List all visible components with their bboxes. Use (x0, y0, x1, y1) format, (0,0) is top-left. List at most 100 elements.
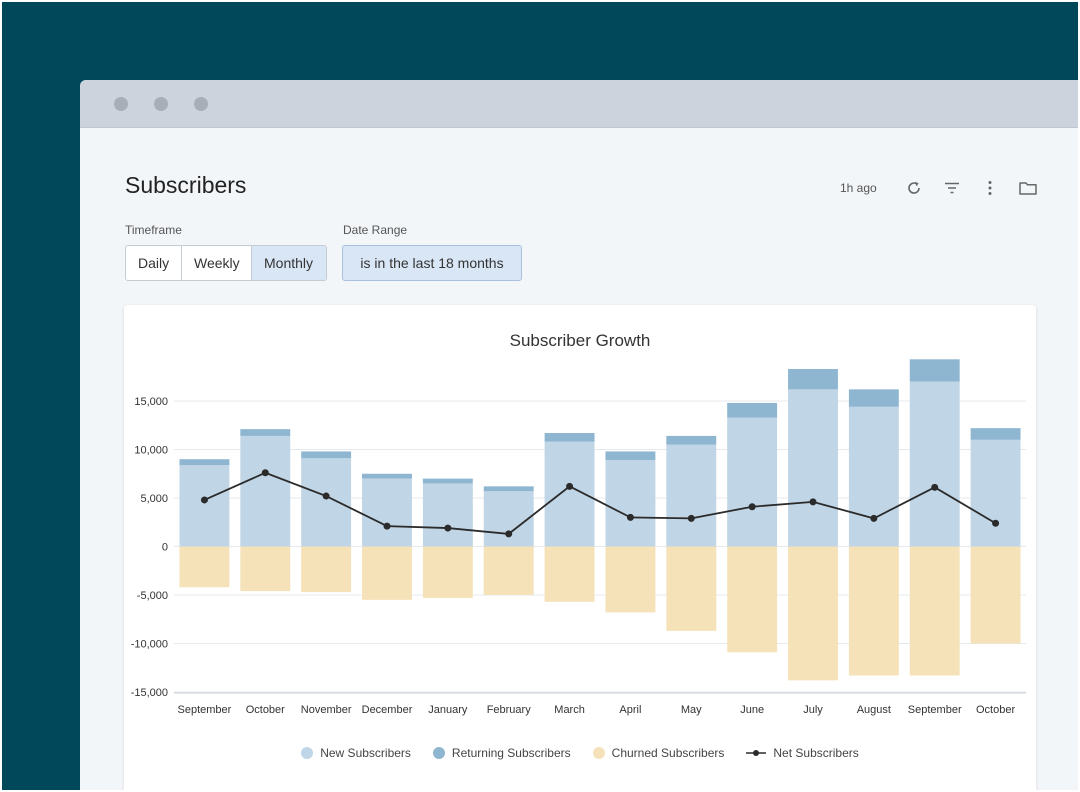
filter-icon[interactable] (941, 178, 963, 198)
bar-churned-subscribers (240, 546, 291, 592)
bar-new-subscribers (848, 406, 899, 547)
legend-item-net[interactable]: Net Subscribers (746, 746, 859, 760)
bar-returning-subscribers (848, 389, 899, 407)
chart-legend: New Subscribers Returning Subscribers Ch… (124, 746, 1036, 760)
bar-returning-subscribers (970, 428, 1021, 440)
net-subscribers-point (931, 483, 939, 491)
x-tick-label: December (362, 704, 413, 716)
net-subscribers-point (809, 498, 817, 506)
refresh-icon[interactable] (903, 178, 925, 198)
net-subscribers-line (204, 471, 997, 535)
bar-churned-subscribers (727, 546, 778, 653)
bar-new-subscribers (362, 478, 412, 547)
bar-churned-subscribers (788, 546, 838, 681)
bar-churned-subscribers (483, 546, 534, 595)
x-tick-label: February (487, 704, 532, 716)
bar-returning-subscribers (483, 486, 534, 492)
bar-churned-subscribers (605, 546, 656, 613)
y-tick-label: -10,000 (131, 639, 168, 651)
legend-swatch-returning (432, 747, 445, 759)
timeframe-segmented-control: Daily Weekly Monthly (125, 245, 327, 281)
bar-returning-subscribers (666, 435, 717, 445)
legend-swatch-net (746, 750, 767, 756)
x-tick-label: September (908, 704, 962, 716)
bar-new-subscribers (727, 417, 778, 547)
bar-churned-subscribers (544, 546, 595, 602)
bar-returning-subscribers (605, 451, 656, 461)
net-subscribers-point (992, 519, 1000, 527)
window-minimize-dot[interactable] (154, 97, 168, 111)
date-range-label: Date Range (343, 223, 408, 237)
x-tick-label: September (178, 704, 232, 716)
bar-new-subscribers (970, 439, 1021, 547)
last-updated-text: 1h ago (840, 181, 877, 195)
y-tick-label: 0 (162, 542, 168, 554)
net-subscribers-point (748, 503, 756, 511)
x-tick-label: April (619, 704, 641, 716)
bar-new-subscribers (179, 465, 230, 547)
net-subscribers-point (322, 492, 330, 500)
net-subscribers-point (687, 514, 695, 522)
timeframe-weekly-button[interactable]: Weekly (182, 246, 252, 280)
timeframe-label: Timeframe (125, 223, 182, 237)
net-subscribers-point (505, 530, 513, 538)
legend-item-new[interactable]: New Subscribers (301, 746, 411, 760)
chart-title: Subscriber Growth (509, 331, 651, 350)
y-tick-label: 15,000 (134, 396, 168, 408)
net-subscribers-point (626, 513, 634, 521)
bar-churned-subscribers (179, 546, 230, 588)
page-title: Subscribers (125, 172, 247, 198)
y-tick-label: 10,000 (134, 445, 168, 457)
x-tick-label: October (976, 704, 1015, 716)
x-tick-label: January (428, 704, 468, 716)
chart-card: 15,000 10,000 5,000 0 -5,000 -10,000 -15,000 Se… (124, 305, 1036, 790)
timeframe-monthly-button[interactable]: Monthly (252, 246, 326, 280)
legend-label-new: New Subscribers (320, 746, 411, 760)
net-subscribers-point (566, 482, 574, 490)
net-subscribers-point (444, 524, 452, 532)
timeframe-daily-button[interactable]: Daily (126, 246, 182, 280)
y-tick-label: -5,000 (137, 590, 168, 602)
bar-new-subscribers (605, 460, 656, 547)
bar-returning-subscribers (301, 451, 352, 459)
bar-returning-subscribers (179, 459, 230, 466)
bar-returning-subscribers (788, 368, 838, 390)
window-titlebar (80, 80, 1078, 128)
net-subscribers-point (870, 514, 878, 522)
window-zoom-dot[interactable] (194, 97, 208, 111)
bar-new-subscribers (544, 441, 595, 547)
bar-returning-subscribers (240, 429, 291, 436)
legend-item-returning[interactable]: Returning Subscribers (432, 746, 571, 760)
bar-returning-subscribers (362, 473, 412, 479)
y-tick-label: 5,000 (140, 493, 168, 505)
bar-new-subscribers (666, 444, 717, 547)
toolbar: 1h ago (840, 178, 1039, 198)
bar-new-subscribers (240, 435, 291, 547)
subscriber-growth-chart: 15,000 10,000 5,000 0 -5,000 -10,000 -15,000 Se… (131, 359, 1026, 716)
x-tick-label: May (681, 704, 702, 716)
bar-new-subscribers (422, 483, 473, 547)
bar-churned-subscribers (301, 546, 352, 593)
legend-label-returning: Returning Subscribers (451, 746, 571, 760)
net-subscribers-point (261, 469, 269, 477)
x-tick-label: August (857, 704, 891, 716)
app-window: Subscribers 1h ago Timeframe Daily Weekl… (80, 80, 1078, 790)
bar-churned-subscribers (848, 546, 899, 676)
legend-label-churned: Churned Subscribers (611, 746, 725, 760)
legend-item-churned[interactable]: Churned Subscribers (592, 746, 725, 760)
bar-churned-subscribers (422, 546, 473, 598)
date-range-button[interactable]: is in the last 18 months (342, 245, 522, 281)
legend-label-net: Net Subscribers (773, 746, 859, 760)
x-tick-label: July (803, 704, 823, 716)
y-tick-label: -15,000 (131, 687, 168, 699)
bar-new-subscribers (909, 381, 960, 547)
window-close-dot[interactable] (114, 97, 128, 111)
bar-churned-subscribers (666, 546, 717, 631)
legend-swatch-churned (592, 747, 605, 759)
more-vertical-icon[interactable] (979, 178, 1001, 198)
bar-churned-subscribers (362, 546, 412, 600)
bar-churned-subscribers (970, 546, 1021, 644)
x-tick-label: March (554, 704, 585, 716)
folder-icon[interactable] (1017, 178, 1039, 198)
